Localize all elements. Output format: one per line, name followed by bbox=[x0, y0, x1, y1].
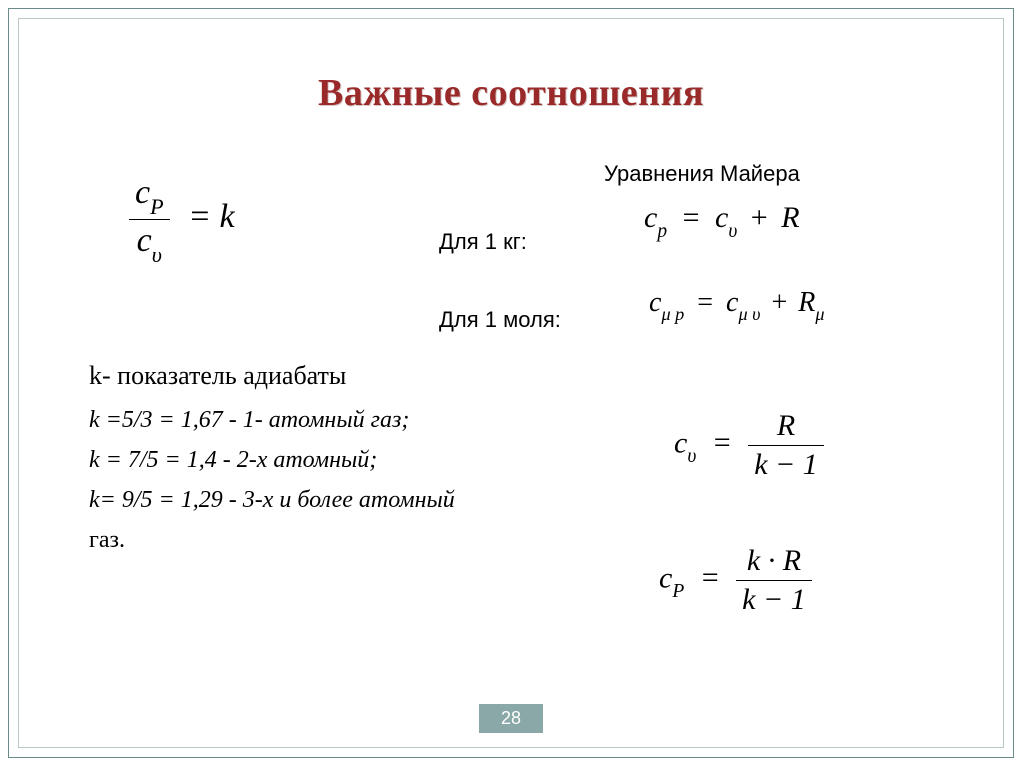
cv-lhs-base: c bbox=[674, 426, 687, 459]
mm-R-base: R bbox=[798, 287, 815, 318]
mayer-mole-equation: cμ p = cμ υ + Rμ bbox=[649, 287, 825, 323]
mm-lhs-sub: μ p bbox=[661, 304, 684, 324]
page-number-badge: 28 bbox=[19, 704, 1003, 733]
ratio-num-sub: P bbox=[150, 194, 164, 219]
ratio-den-sub: υ bbox=[152, 242, 162, 267]
adiabat-heading: k- показатель адиабаты bbox=[89, 361, 346, 391]
adiabat-line-3: k= 9/5 = 1,29 - 3-х и более атомный bbox=[89, 487, 455, 514]
adiabat-line-1: k =5/3 = 1,67 - 1- атомный газ; bbox=[89, 407, 409, 434]
per-mole-label: Для 1 моля: bbox=[439, 307, 561, 333]
page-number: 28 bbox=[479, 704, 543, 733]
mm-plus: + bbox=[771, 287, 787, 318]
mkg-r1-base: c bbox=[715, 201, 728, 234]
cp-lhs-base: c bbox=[659, 561, 672, 594]
mkg-plus: + bbox=[751, 201, 768, 234]
inner-frame: Важные соотношения cP cυ = k Уравнения М… bbox=[18, 18, 1004, 748]
mayer-heading: Уравнения Майера bbox=[604, 161, 800, 187]
cp-lhs-sub: P bbox=[672, 581, 684, 602]
ratio-den-base: c bbox=[137, 222, 152, 259]
mm-r1-sub: μ υ bbox=[738, 304, 760, 324]
cp-equation: cP = k · R k − 1 bbox=[659, 544, 812, 617]
cp-den: k − 1 bbox=[736, 580, 812, 617]
mkg-lhs-base: c bbox=[644, 201, 657, 234]
cv-equation: cυ = R k − 1 bbox=[674, 409, 824, 482]
ratio-equation: cP cυ = k bbox=[129, 174, 235, 265]
adiabat-line-4: газ. bbox=[89, 527, 125, 554]
mm-lhs-base: c bbox=[649, 287, 661, 318]
mayer-kg-equation: cp = cυ + R bbox=[644, 201, 800, 240]
mkg-r1-sub: υ bbox=[728, 221, 737, 242]
mm-R-sub: μ bbox=[815, 304, 824, 324]
cp-num: k · R bbox=[736, 544, 812, 580]
ratio-num-base: c bbox=[135, 174, 150, 211]
cv-lhs-sub: υ bbox=[687, 446, 696, 467]
mkg-lhs-sub: p bbox=[657, 221, 667, 242]
adiabat-line-2: k = 7/5 = 1,4 - 2-х атомный; bbox=[89, 447, 377, 474]
cv-num: R bbox=[748, 409, 824, 445]
per-kg-label: Для 1 кг: bbox=[439, 229, 527, 255]
ratio-equals: = k bbox=[188, 198, 235, 235]
slide-title: Важные соотношения bbox=[19, 71, 1003, 115]
mkg-R: R bbox=[781, 201, 799, 234]
cv-den: k − 1 bbox=[748, 445, 824, 482]
mm-r1-base: c bbox=[726, 287, 738, 318]
